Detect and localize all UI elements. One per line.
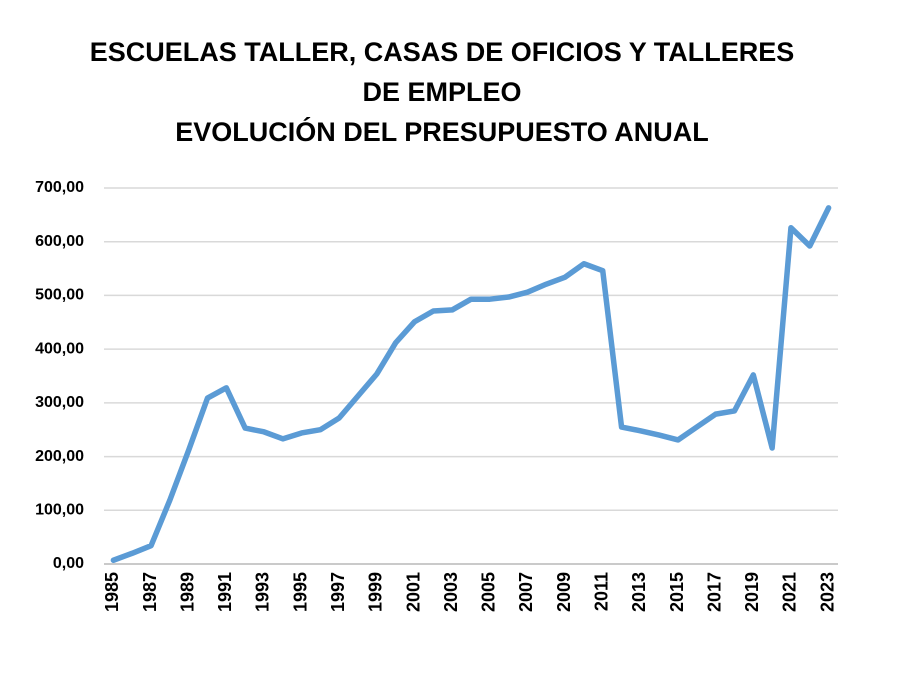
x-tick-label: 2015 — [667, 572, 687, 612]
x-tick-label: 1989 — [177, 572, 197, 612]
x-tick-label: 2017 — [704, 572, 724, 612]
y-tick-label: 0,00 — [53, 555, 84, 572]
x-tick-label: 2003 — [441, 572, 461, 612]
x-tick-label: 2009 — [554, 572, 574, 612]
y-tick-label: 600,00 — [35, 233, 84, 250]
x-tick-label: 1991 — [215, 572, 235, 612]
chart-title: EVOLUCIÓN DEL PRESUPUESTO ANUAL — [175, 116, 709, 147]
x-tick-label: 2005 — [479, 572, 499, 612]
x-tick-label: 1995 — [290, 572, 310, 612]
y-tick-label: 400,00 — [35, 340, 84, 357]
y-tick-label: 300,00 — [35, 394, 84, 411]
y-tick-label: 500,00 — [35, 287, 84, 304]
y-tick-label: 100,00 — [35, 502, 84, 519]
x-tick-label: 2001 — [403, 572, 423, 612]
chart-title: DE EMPLEO — [362, 77, 521, 107]
y-tick-label: 200,00 — [35, 448, 84, 465]
y-tick-label: 700,00 — [35, 179, 84, 196]
x-tick-label: 1987 — [140, 572, 160, 612]
x-tick-label: 2011 — [591, 572, 611, 611]
x-tick-label: 2013 — [629, 572, 649, 612]
x-tick-label: 2019 — [742, 572, 762, 612]
x-tick-label: 2007 — [516, 572, 536, 612]
x-tick-label: 2023 — [817, 572, 837, 612]
x-tick-label: 1999 — [366, 572, 386, 612]
x-tick-label: 1993 — [253, 572, 273, 612]
x-tick-label: 1997 — [328, 572, 348, 612]
line — [110, 205, 832, 563]
x-tick-label: 1985 — [102, 572, 122, 612]
chart-title: ESCUELAS TALLER, CASAS DE OFICIOS Y TALL… — [90, 37, 795, 67]
x-tick-label: 2021 — [780, 572, 800, 612]
